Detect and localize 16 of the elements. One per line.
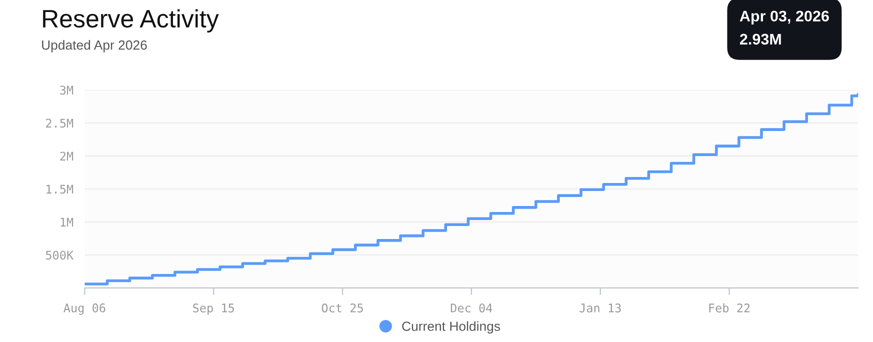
x-tick-label: Sep 15 — [193, 304, 234, 315]
text: Apr 03, 2026 2.93M — [740, 10, 829, 45]
y-tick-label: 3M — [60, 86, 74, 95]
legend-label: Current Holdings — [402, 321, 500, 334]
y-tick-label: 2M — [60, 152, 74, 160]
x-tick-label: Jan 13 — [580, 304, 621, 312]
x-tick-label: Dec 04 — [450, 304, 492, 312]
y-tick-label: 1M — [60, 218, 74, 226]
chart-title: Reserve Activity — [43, 9, 219, 33]
x-tick-label: Oct 25 — [322, 304, 363, 312]
chart-subtitle: Updated Apr 2026 — [42, 40, 147, 52]
x-tick-label: Aug 06 — [64, 303, 106, 315]
x-tick-label: Feb 22 — [709, 303, 750, 312]
y-tick-label: 1.5M — [46, 184, 74, 194]
y-tick-label: 500K — [46, 250, 74, 260]
y-tick-label: 2.5M — [46, 118, 74, 128]
